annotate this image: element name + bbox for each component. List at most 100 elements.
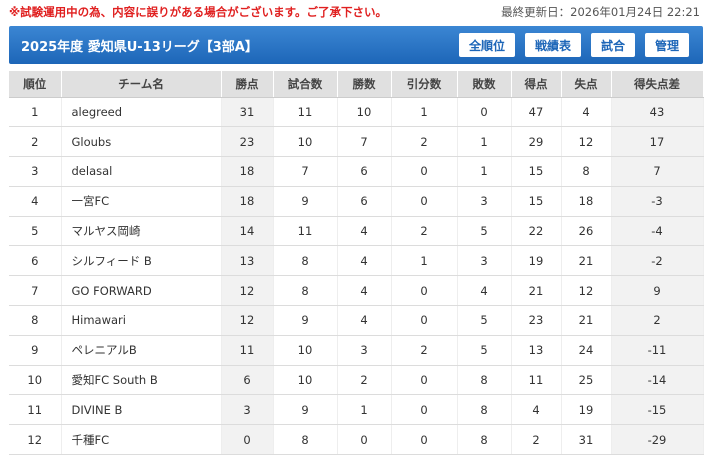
cell-rank: 5 — [9, 216, 62, 247]
cell-team[interactable]: alegreed — [61, 97, 222, 128]
cell-goals-for: 4 — [511, 394, 562, 426]
cell-goal-diff: -2 — [611, 245, 704, 277]
cell-goal-diff: -3 — [611, 186, 704, 217]
cell-played: 7 — [273, 156, 338, 187]
nav-all-standings-button[interactable]: 全順位 — [458, 33, 515, 57]
cell-team[interactable]: ペレニアルB — [61, 335, 222, 366]
cell-goals-against: 21 — [561, 305, 612, 336]
cell-points: 11 — [221, 335, 274, 366]
cell-played: 8 — [273, 245, 338, 277]
cell-draws: 0 — [391, 424, 458, 456]
cell-points: 6 — [221, 365, 274, 396]
cell-goals-against: 31 — [561, 424, 612, 456]
cell-team[interactable]: DIVINE B — [61, 394, 222, 426]
cell-team[interactable]: シルフィード B — [61, 245, 222, 277]
cell-goal-diff: -4 — [611, 216, 704, 247]
cell-draws: 2 — [391, 335, 458, 366]
cell-losses: 5 — [457, 216, 512, 247]
cell-wins: 0 — [337, 424, 392, 456]
cell-draws: 0 — [391, 394, 458, 426]
cell-draws: 1 — [391, 97, 458, 128]
cell-team[interactable]: GO FORWARD — [61, 275, 222, 307]
table-row: 12 千種FC 0 8 0 0 8 2 31 -29 — [9, 424, 704, 456]
cell-played: 11 — [273, 216, 338, 247]
cell-played: 9 — [273, 394, 338, 426]
table-row: 2 Gloubs 23 10 7 2 1 29 12 17 — [9, 126, 704, 158]
cell-wins: 4 — [337, 245, 392, 277]
cell-team[interactable]: 愛知FC South B — [61, 365, 222, 396]
cell-goal-diff: 7 — [611, 156, 704, 187]
nav-matches-button[interactable]: 試合 — [590, 33, 635, 57]
cell-wins: 6 — [337, 186, 392, 217]
cell-goals-against: 26 — [561, 216, 612, 247]
cell-goal-diff: -29 — [611, 424, 704, 456]
cell-losses: 3 — [457, 245, 512, 277]
cell-goal-diff: 17 — [611, 126, 704, 158]
table-row: 8 Himawari 12 9 4 0 5 23 21 2 — [9, 305, 704, 336]
column-header-wins: 勝数 — [337, 71, 392, 98]
column-header-played: 試合数 — [273, 71, 338, 98]
cell-losses: 8 — [457, 394, 512, 426]
cell-losses: 8 — [457, 365, 512, 396]
cell-points: 14 — [221, 216, 274, 247]
cell-goals-for: 22 — [511, 216, 562, 247]
cell-wins: 6 — [337, 156, 392, 187]
cell-goals-against: 19 — [561, 394, 612, 426]
cell-played: 8 — [273, 275, 338, 307]
cell-wins: 4 — [337, 275, 392, 307]
cell-rank: 11 — [9, 394, 62, 426]
cell-losses: 4 — [457, 275, 512, 307]
cell-wins: 2 — [337, 365, 392, 396]
cell-played: 8 — [273, 424, 338, 456]
cell-points: 3 — [221, 394, 274, 426]
cell-goals-for: 15 — [511, 186, 562, 217]
cell-goals-for: 21 — [511, 275, 562, 307]
cell-team[interactable]: 一宮FC — [61, 186, 222, 217]
cell-wins: 4 — [337, 216, 392, 247]
cell-losses: 3 — [457, 186, 512, 217]
cell-rank: 1 — [9, 97, 62, 128]
cell-draws: 0 — [391, 365, 458, 396]
nav-results-table-button[interactable]: 戦績表 — [524, 33, 581, 57]
cell-team[interactable]: delasal — [61, 156, 222, 187]
cell-team[interactable]: Himawari — [61, 305, 222, 336]
cell-wins: 7 — [337, 126, 392, 158]
cell-losses: 1 — [457, 156, 512, 187]
cell-draws: 2 — [391, 126, 458, 158]
cell-wins: 10 — [337, 97, 392, 128]
column-header-team: チーム名 — [61, 71, 222, 98]
cell-goal-diff: -11 — [611, 335, 704, 366]
cell-played: 9 — [273, 186, 338, 217]
cell-played: 9 — [273, 305, 338, 336]
cell-points: 23 — [221, 126, 274, 158]
cell-rank: 9 — [9, 335, 62, 366]
table-row: 3 delasal 18 7 6 0 1 15 8 7 — [9, 156, 704, 187]
cell-points: 18 — [221, 156, 274, 187]
cell-team[interactable]: Gloubs — [61, 126, 222, 158]
column-header-points: 勝点 — [221, 71, 274, 98]
cell-rank: 6 — [9, 245, 62, 277]
standings-table: 順位 チーム名 勝点 試合数 勝数 引分数 敗数 得点 失点 得失点差 1 alegreed 31 11… — [9, 71, 704, 456]
cell-draws: 0 — [391, 305, 458, 336]
table-row: 5 マルヤス岡崎 14 11 4 2 5 22 26 -4 — [9, 216, 704, 247]
cell-goals-against: 21 — [561, 245, 612, 277]
cell-goals-against: 25 — [561, 365, 612, 396]
column-header-goal-diff: 得失点差 — [611, 71, 704, 98]
cell-wins: 1 — [337, 394, 392, 426]
table-row: 6 シルフィード B 13 8 4 1 3 19 21 -2 — [9, 245, 704, 277]
cell-goals-against: 4 — [561, 97, 612, 128]
league-title: 2025年度 愛知県U-13リーグ【3部A】 — [21, 40, 258, 55]
nav-admin-button[interactable]: 管理 — [644, 33, 689, 57]
cell-goals-against: 8 — [561, 156, 612, 187]
cell-goals-against: 12 — [561, 275, 612, 307]
trial-notice: ※試験運用中の為、内容に誤りがある場合がございます。ご了承下さい。 — [9, 5, 388, 19]
column-header-goals-against: 失点 — [561, 71, 612, 98]
cell-points: 18 — [221, 186, 274, 217]
table-row: 7 GO FORWARD 12 8 4 0 4 21 12 9 — [9, 275, 704, 307]
cell-team[interactable]: 千種FC — [61, 424, 222, 456]
cell-draws: 1 — [391, 245, 458, 277]
cell-team[interactable]: マルヤス岡崎 — [61, 216, 222, 247]
table-row: 11 DIVINE B 3 9 1 0 8 4 19 -15 — [9, 394, 704, 426]
cell-goal-diff: 2 — [611, 305, 704, 336]
cell-draws: 0 — [391, 186, 458, 217]
